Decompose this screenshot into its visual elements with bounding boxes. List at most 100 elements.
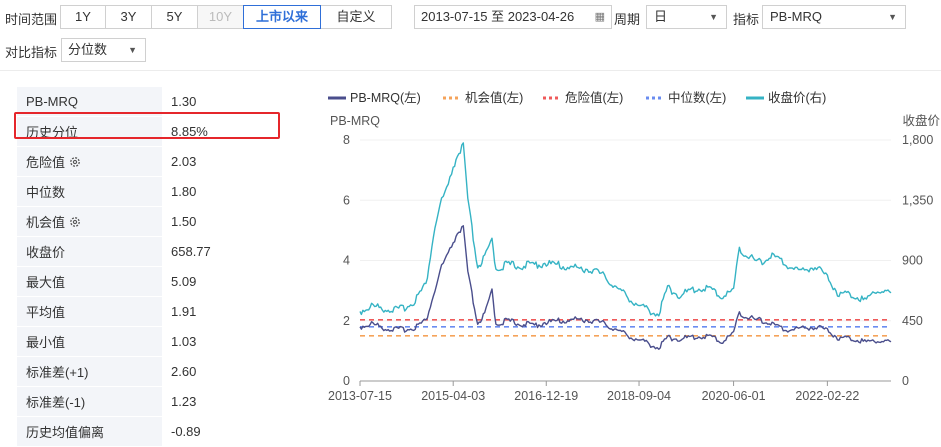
stat-value: 1.23 bbox=[162, 386, 280, 417]
chevron-down-icon: ▼ bbox=[128, 45, 137, 55]
date-range-picker[interactable]: 2013-07-15 至 2023-04-26 ▦ bbox=[414, 5, 612, 29]
stat-value: 1.50 bbox=[162, 206, 280, 237]
stats-row: 平均值 1.91 bbox=[17, 296, 280, 327]
chevron-down-icon: ▼ bbox=[888, 12, 897, 22]
period-label: 周期 bbox=[614, 12, 641, 27]
y-tick-right: 450 bbox=[902, 314, 923, 328]
y-axis-left-title: PB-MRQ bbox=[330, 114, 380, 128]
stat-label-text: 最大值 bbox=[26, 275, 66, 290]
x-tick-label: 2020-06-01 bbox=[702, 389, 766, 403]
range-1y-button[interactable]: 1Y bbox=[60, 5, 106, 29]
divider bbox=[0, 70, 941, 71]
legend-label: 危险值(左) bbox=[565, 90, 623, 105]
stat-label-text: 机会值 bbox=[26, 215, 66, 230]
stat-value: 1.91 bbox=[162, 296, 280, 327]
legend-label: PB-MRQ(左) bbox=[350, 90, 421, 105]
stats-row: 最大值 5.09 bbox=[17, 266, 280, 297]
stat-value: 658.77 bbox=[162, 236, 280, 267]
period-select[interactable]: 日 ▼ bbox=[646, 5, 727, 29]
toolbar-row: 时间范围 1Y 3Y 5Y 10Y 上市以来 自定义 2013-07-15 至 … bbox=[0, 5, 941, 29]
y-axis-right-title: 收盘价 bbox=[902, 113, 940, 128]
compare-select[interactable]: 分位数 ▼ bbox=[61, 38, 146, 62]
stat-label: 标准差(+1) bbox=[17, 356, 162, 387]
stat-value: 2.03 bbox=[162, 146, 280, 177]
stats-table: PB-MRQ 1.30 历史分位 8.85% 危险值 2.03 中位数 1.80 机会值 1.50… bbox=[17, 87, 280, 447]
close-price-line bbox=[359, 142, 892, 317]
stats-row: 中位数 1.80 bbox=[17, 176, 280, 207]
stat-label: 中位数 bbox=[17, 176, 162, 207]
indicator-value: PB-MRQ bbox=[770, 9, 822, 24]
stat-label-text: 中位数 bbox=[26, 185, 66, 200]
stat-value: 2.60 bbox=[162, 356, 280, 387]
stat-label: 机会值 bbox=[17, 206, 162, 237]
stats-row: 历史分位 8.85% bbox=[17, 116, 280, 147]
calendar-icon: ▦ bbox=[594, 11, 605, 23]
x-tick-label: 2016-12-19 bbox=[514, 389, 578, 403]
highlight-box bbox=[14, 112, 280, 139]
stat-label: 最大值 bbox=[17, 266, 162, 297]
stat-value: 1.80 bbox=[162, 176, 280, 207]
y-tick-right: 0 bbox=[902, 374, 909, 388]
stat-label: 平均值 bbox=[17, 296, 162, 327]
stat-value: 1.30 bbox=[162, 87, 280, 117]
gear-icon[interactable] bbox=[69, 156, 81, 168]
stat-label: 历史均值偏离 bbox=[17, 416, 162, 447]
legend-label: 机会值(左) bbox=[465, 90, 523, 105]
stat-label: 标准差(-1) bbox=[17, 386, 162, 417]
stats-row: 最小值 1.03 bbox=[17, 326, 280, 357]
y-tick-left: 0 bbox=[343, 374, 350, 388]
x-tick-label: 2013-07-15 bbox=[328, 389, 392, 403]
stat-label-text: 标准差(-1) bbox=[26, 395, 86, 410]
stats-row: 收盘价 658.77 bbox=[17, 236, 280, 267]
pb-chart: PB-MRQ(左) 机会值(左) 危险值(左) 中位数(左) 收盘价(右) PB-MRQ 收… bbox=[328, 90, 940, 403]
range-since-listing-button[interactable]: 上市以来 bbox=[243, 5, 321, 29]
stat-label-text: 危险值 bbox=[26, 155, 66, 170]
y-tick-left: 4 bbox=[343, 254, 350, 268]
stat-label: 最小值 bbox=[17, 326, 162, 357]
stat-value: 1.03 bbox=[162, 326, 280, 357]
indicator-select[interactable]: PB-MRQ ▼ bbox=[762, 5, 906, 29]
y-tick-right: 1,350 bbox=[902, 193, 933, 207]
stat-label-text: 标准差(+1) bbox=[26, 365, 89, 380]
range-custom-button[interactable]: 自定义 bbox=[320, 5, 392, 29]
date-range-text: 2013-07-15 至 2023-04-26 bbox=[421, 9, 575, 24]
x-tick-label: 2018-09-04 bbox=[607, 389, 671, 403]
stats-row: 危险值 2.03 bbox=[17, 146, 280, 177]
stat-label-text: 历史分位 bbox=[26, 125, 79, 140]
gear-icon[interactable] bbox=[69, 216, 81, 228]
stat-value: -0.89 bbox=[162, 416, 280, 447]
stats-row: 标准差(-1) 1.23 bbox=[17, 386, 280, 417]
time-range-label: 时间范围 bbox=[5, 12, 58, 27]
y-tick-left: 2 bbox=[343, 314, 350, 328]
y-tick-right: 1,800 bbox=[902, 133, 933, 147]
stat-label-text: 历史均值偏离 bbox=[26, 425, 105, 440]
indicator-label: 指标 bbox=[733, 12, 760, 27]
stats-row: 历史均值偏离 -0.89 bbox=[17, 416, 280, 447]
y-tick-left: 8 bbox=[343, 133, 350, 147]
stat-label-text: PB-MRQ bbox=[26, 94, 78, 109]
stat-label-text: 平均值 bbox=[26, 305, 66, 320]
stat-value: 5.09 bbox=[162, 266, 280, 297]
chevron-down-icon: ▼ bbox=[709, 12, 718, 22]
stat-label: 危险值 bbox=[17, 146, 162, 177]
stat-label-text: 最小值 bbox=[26, 335, 66, 350]
time-range-segment: 1Y 3Y 5Y 10Y 上市以来 自定义 bbox=[60, 5, 392, 29]
x-tick-label: 2015-04-03 bbox=[421, 389, 485, 403]
period-value: 日 bbox=[654, 9, 668, 24]
stat-value: 8.85% bbox=[162, 116, 280, 147]
y-tick-left: 6 bbox=[343, 193, 350, 207]
range-5y-button[interactable]: 5Y bbox=[151, 5, 198, 29]
range-3y-button[interactable]: 3Y bbox=[105, 5, 152, 29]
range-10y-button[interactable]: 10Y bbox=[197, 5, 244, 29]
y-tick-right: 900 bbox=[902, 254, 923, 268]
compare-value: 分位数 bbox=[68, 42, 108, 57]
compare-label: 对比指标 bbox=[5, 45, 58, 60]
stat-label-text: 收盘价 bbox=[26, 245, 66, 260]
stat-label: PB-MRQ bbox=[17, 87, 162, 117]
stat-label: 收盘价 bbox=[17, 236, 162, 267]
stats-row: 标准差(+1) 2.60 bbox=[17, 356, 280, 387]
legend-label: 收盘价(右) bbox=[768, 90, 826, 105]
x-tick-label: 2022-02-22 bbox=[795, 389, 859, 403]
pb-mrq-line bbox=[359, 225, 892, 350]
stats-row: PB-MRQ 1.30 bbox=[17, 87, 280, 117]
